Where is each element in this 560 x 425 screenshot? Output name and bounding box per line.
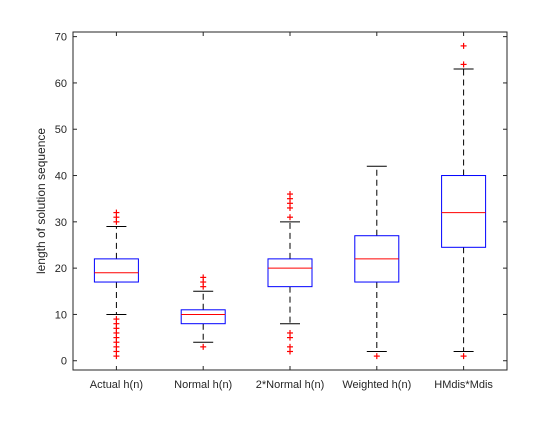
y-axis-ticks: 0 10 20 30 40 50 60 70 [55, 32, 507, 368]
box-group [441, 42, 487, 360]
outlier-marker [287, 214, 293, 221]
outlier-marker [287, 343, 293, 350]
y-tick-label: 20 [55, 263, 67, 275]
outlier-marker [113, 316, 120, 323]
iqr-box [93, 258, 139, 283]
iqr-box [441, 175, 487, 248]
x-tick-label: Normal h(n) [174, 379, 232, 391]
x-tick-label: Actual h(n) [90, 379, 143, 391]
y-tick-label: 10 [55, 309, 67, 321]
y-tick-label: 0 [61, 356, 67, 368]
outlier-marker [287, 191, 293, 198]
x-tick-label: 2*Normal h(n) [256, 379, 324, 391]
outlier-marker [460, 42, 467, 49]
outlier-marker [113, 209, 120, 216]
outlier-marker [373, 353, 380, 360]
y-axis-label: length of solution sequence [34, 128, 48, 274]
box-group [354, 165, 400, 360]
y-tick-label: 40 [55, 171, 67, 183]
box-group [93, 209, 139, 360]
x-axis-ticks: Actual h(n) Normal h(n) 2*Normal h(n) Weigh… [90, 32, 493, 391]
outlier-marker [200, 274, 207, 281]
outlier-marker [460, 353, 467, 360]
y-tick-label: 60 [55, 78, 67, 90]
boxes-group [93, 42, 487, 360]
box-group [267, 191, 313, 355]
outlier-marker [287, 329, 293, 336]
iqr-box [267, 258, 313, 288]
box-group [180, 274, 226, 350]
outlier-marker [200, 343, 207, 350]
x-tick-label: Weighted h(n) [342, 379, 411, 391]
outlier-marker [460, 61, 467, 68]
iqr-box [180, 309, 226, 325]
y-tick-label: 70 [55, 32, 67, 44]
x-tick-label: HMdis*Mdis [434, 379, 493, 391]
y-tick-label: 30 [55, 217, 67, 229]
y-tick-label: 50 [55, 124, 67, 136]
